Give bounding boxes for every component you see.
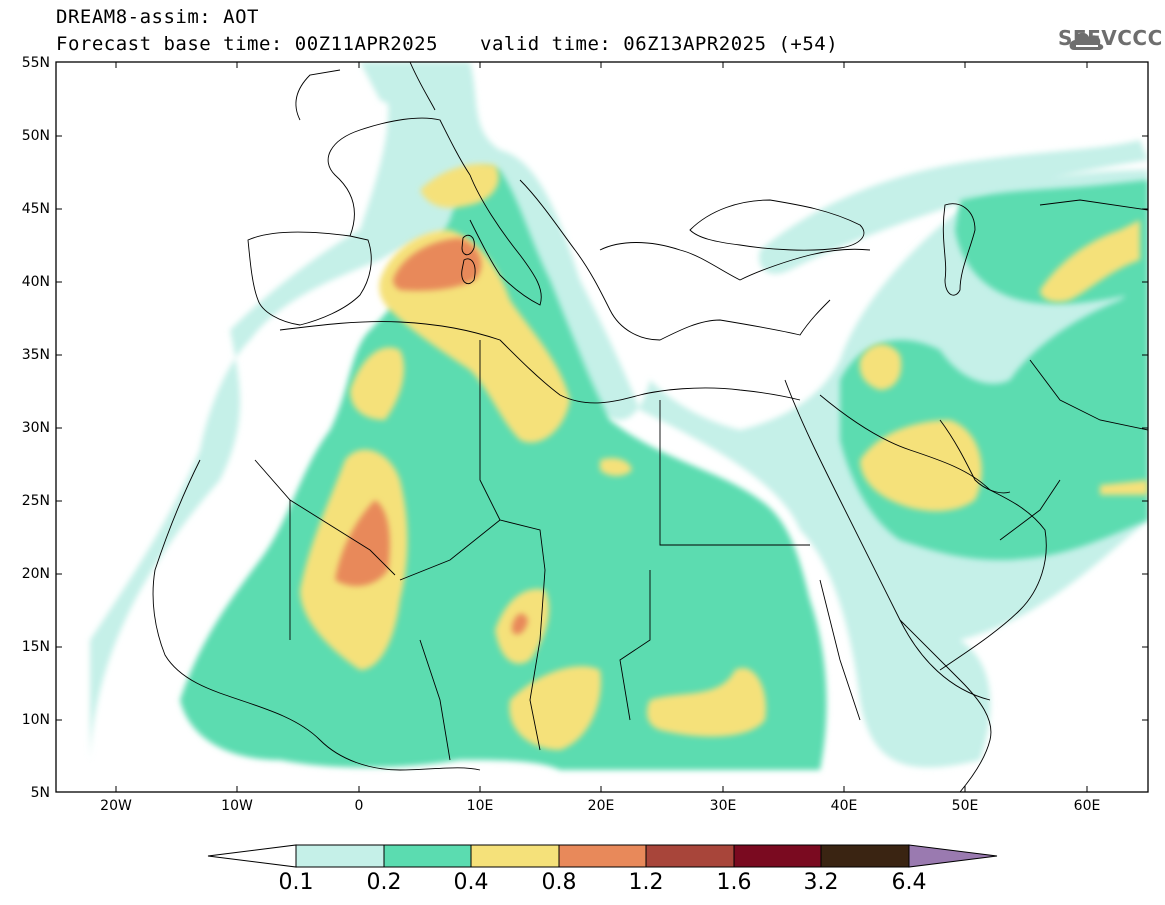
colorbar-swatch-5: [645, 844, 735, 868]
coastlines: [152, 62, 1148, 792]
colorbar-over-arrow: [908, 844, 998, 868]
lat-label: 25N: [21, 493, 50, 509]
colorbar-swatch-4: [558, 844, 647, 868]
lat-label: 55N: [21, 55, 50, 71]
colorbar-label: 0.2: [366, 870, 402, 895]
lon-label: 10E: [466, 798, 494, 814]
map-frame: [55, 61, 1149, 793]
colorbar-label: 3.2: [803, 870, 839, 895]
lat-label: 45N: [21, 201, 50, 217]
lat-label: 10N: [21, 712, 50, 728]
lat-ticks: [56, 135, 1148, 721]
colorbar-swatch-3: [470, 844, 560, 868]
colorbar-swatch-2: [383, 844, 472, 868]
lon-label: 60E: [1073, 798, 1101, 814]
lon-label: 50E: [951, 798, 979, 814]
colorbar-swatch-1: [295, 844, 385, 868]
colorbar-label: 1.6: [716, 870, 752, 895]
lat-label: 30N: [21, 420, 50, 436]
colorbar-label: 6.4: [891, 870, 927, 895]
colorbar-label: 0.8: [541, 870, 577, 895]
lat-label: 20N: [21, 566, 50, 582]
lon-label: 40E: [830, 798, 858, 814]
lon-label: 10W: [221, 798, 253, 814]
logo-text: SEEVCCC: [1058, 26, 1163, 50]
lon-label: 30E: [709, 798, 737, 814]
forecast-base-time: Forecast base time: 00Z11APR2025: [56, 33, 439, 55]
lon-label: 20E: [587, 798, 615, 814]
lat-label: 15N: [21, 639, 50, 655]
colorbar-label: 1.2: [628, 870, 664, 895]
lat-label: 5N: [30, 785, 50, 801]
colorbar-swatch-6: [733, 844, 822, 868]
map-title: DREAM8-assim: AOT: [56, 6, 259, 28]
lat-label: 50N: [21, 128, 50, 144]
valid-time: valid time: 06Z13APR2025 (+54): [480, 33, 839, 55]
cloud-icon: [1069, 32, 1104, 50]
aot-level-0-1: [90, 62, 1148, 768]
colorbar: [207, 844, 998, 868]
lat-label: 40N: [21, 274, 50, 290]
lon-label: 0: [354, 798, 364, 814]
lon-ticks: [115, 62, 1088, 792]
colorbar-label: 0.1: [278, 870, 314, 895]
lon-label: 20W: [100, 798, 132, 814]
lat-label: 35N: [21, 347, 50, 363]
colorbar-label: 0.4: [453, 870, 489, 895]
colorbar-swatch-7: [820, 844, 910, 868]
aot-level-0-8: [335, 238, 528, 635]
colorbar-under-arrow: [207, 844, 297, 868]
aot-field: [90, 62, 1148, 771]
